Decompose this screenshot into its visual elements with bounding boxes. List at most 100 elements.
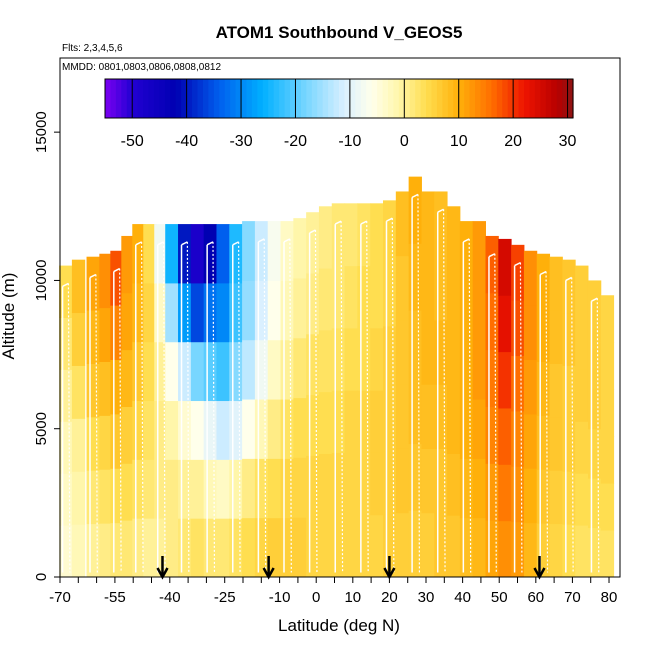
heat-cell <box>121 349 135 407</box>
colorbar-swatch <box>502 79 509 118</box>
heat-cell <box>587 280 602 331</box>
heat-cell <box>242 399 256 459</box>
colorbar-swatch <box>458 79 465 118</box>
x-tick-label: -55 <box>104 589 126 606</box>
heat-cell <box>587 527 602 578</box>
heat-cell <box>143 341 157 402</box>
heat-cell <box>216 400 230 460</box>
heat-cell <box>370 390 384 453</box>
heat-cell <box>86 363 100 418</box>
heat-cell <box>165 224 179 284</box>
heat-cell <box>254 399 269 459</box>
heat-cell <box>71 524 86 578</box>
colorbar-swatch <box>284 79 291 118</box>
heat-cell <box>511 410 525 467</box>
heat-cell <box>575 369 589 422</box>
heat-cell <box>59 525 73 578</box>
heat-cell <box>498 295 512 353</box>
heat-cell <box>562 259 576 314</box>
heat-cell <box>472 280 486 341</box>
heat-cell <box>242 458 256 519</box>
axes: -70 -55 -40 -25 -10 0 10 20 30 40 50 60 70 8005000100… <box>33 111 617 606</box>
colorbar-swatch <box>132 79 139 118</box>
colorbar-swatch <box>322 79 329 118</box>
flight-track-segment <box>119 268 122 573</box>
colorbar-swatch <box>213 79 220 118</box>
heat-cell <box>216 459 230 519</box>
heat-cell <box>190 459 205 519</box>
flight-track-segment <box>442 209 446 573</box>
heat-cell <box>190 518 205 578</box>
heat-cell <box>536 415 551 470</box>
heat-cell <box>562 418 576 472</box>
colorbar-swatch <box>224 79 231 118</box>
heat-cell <box>86 310 100 364</box>
flight-track-segment <box>62 282 69 288</box>
colorbar-swatch <box>420 79 427 118</box>
y-tick-label: 15000 <box>33 111 50 153</box>
heat-cell <box>587 379 602 430</box>
y-tick-label: 5000 <box>33 412 50 445</box>
colorbar-swatch <box>366 79 373 118</box>
colorbar-swatch <box>567 79 574 118</box>
flight-track-segment <box>232 241 239 246</box>
heat-cell <box>344 265 358 329</box>
heat-cell <box>549 470 563 525</box>
flight-track-segment <box>366 221 369 573</box>
heat-cell <box>472 399 486 459</box>
heat-cell <box>575 525 589 578</box>
colorbar-swatch <box>251 79 258 118</box>
heat-cell <box>242 517 256 578</box>
heat-cell <box>549 416 563 471</box>
heat-cell <box>587 329 602 380</box>
heat-cell <box>267 399 282 459</box>
heat-cell <box>178 282 192 343</box>
heat-cell <box>383 200 397 264</box>
heat-cell <box>523 305 538 361</box>
heat-cell <box>472 458 486 519</box>
heat-cell <box>395 384 410 449</box>
heat-cell <box>280 458 294 519</box>
x-tick-label: -70 <box>49 589 71 606</box>
heat-cell <box>408 376 422 445</box>
heat-cell <box>280 221 294 281</box>
heat-cell <box>472 221 486 281</box>
colorbar-swatch <box>453 79 460 118</box>
heat-cell <box>523 413 538 469</box>
heat-cell <box>242 221 256 281</box>
flight-track-segment <box>596 298 600 573</box>
colorbar-swatch <box>545 79 552 118</box>
x-tick-label: 20 <box>381 589 398 606</box>
heat-cell <box>421 255 435 321</box>
heat-cell <box>434 319 448 385</box>
colorbar-swatch <box>126 79 133 118</box>
colorbar-swatch <box>273 79 280 118</box>
heat-cell <box>165 518 179 578</box>
heat-cell <box>434 255 448 321</box>
heat-cell <box>99 415 113 470</box>
flight-track-segment <box>141 241 144 573</box>
flights-label: Flts: 2,3,4,5,6 <box>62 43 123 54</box>
heat-cell <box>59 317 73 370</box>
heat-cell <box>190 341 205 402</box>
x-tick-label: -10 <box>269 589 291 606</box>
colorbar-swatch <box>339 79 346 118</box>
heat-cell <box>600 483 615 531</box>
heat-cell <box>370 514 384 578</box>
heat-cell <box>178 341 192 402</box>
colorbar-tick-label: 0 <box>400 133 409 150</box>
colorbar-swatch <box>393 79 400 118</box>
heat-cell <box>408 176 422 244</box>
heat-cell <box>498 407 512 465</box>
colorbar-swatch <box>480 79 487 118</box>
x-axis-title: Latitude (deg N) <box>278 616 400 635</box>
flight-track-segment <box>186 241 190 573</box>
heat-cell <box>178 518 192 578</box>
colorbar-swatch <box>349 79 356 118</box>
heat-cell <box>575 473 589 526</box>
heat-cell <box>318 515 333 578</box>
heat-cell <box>600 389 615 437</box>
colorbar-swatch <box>371 79 378 118</box>
heat-cell <box>485 292 499 351</box>
